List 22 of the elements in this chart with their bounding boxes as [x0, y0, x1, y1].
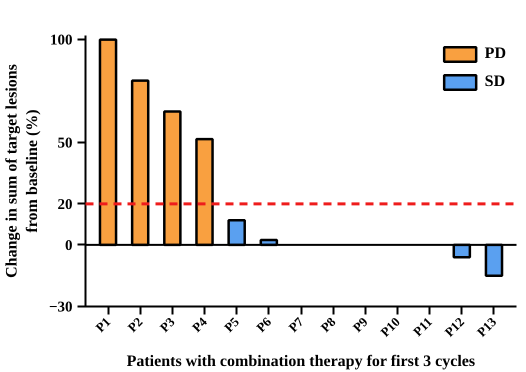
x-tick-label: P5 — [221, 314, 242, 336]
y-tick-label: 20 — [58, 196, 72, 213]
y-tick-label: −30 — [48, 300, 73, 316]
x-tick-label: P4 — [188, 314, 210, 336]
x-tick-label: P8 — [318, 314, 339, 336]
x-tick-label: P10 — [377, 314, 403, 340]
y-tick-label: 50 — [58, 135, 72, 152]
x-tick-label: P2 — [124, 314, 146, 336]
y-tick-label: 0 — [65, 238, 72, 254]
x-tick-label: P13 — [474, 314, 500, 340]
y-tick-label: 100 — [50, 32, 72, 49]
x-axis-title: Patients with combination therapy for first 3 cycles — [126, 352, 476, 370]
x-tick-label: P6 — [253, 314, 274, 336]
legend-label: SD — [484, 73, 506, 91]
x-tick-label: P1 — [92, 314, 114, 336]
legend-label: PD — [484, 45, 506, 63]
y-axis-title: Change in sum of target lesions from baseline (%) — [4, 64, 41, 278]
x-tick-label: P12 — [442, 314, 468, 340]
x-tick-label: P3 — [156, 314, 178, 336]
x-tick-label: P7 — [285, 314, 307, 336]
x-tick-label: P11 — [410, 314, 435, 340]
x-tick-label: P9 — [350, 314, 371, 336]
